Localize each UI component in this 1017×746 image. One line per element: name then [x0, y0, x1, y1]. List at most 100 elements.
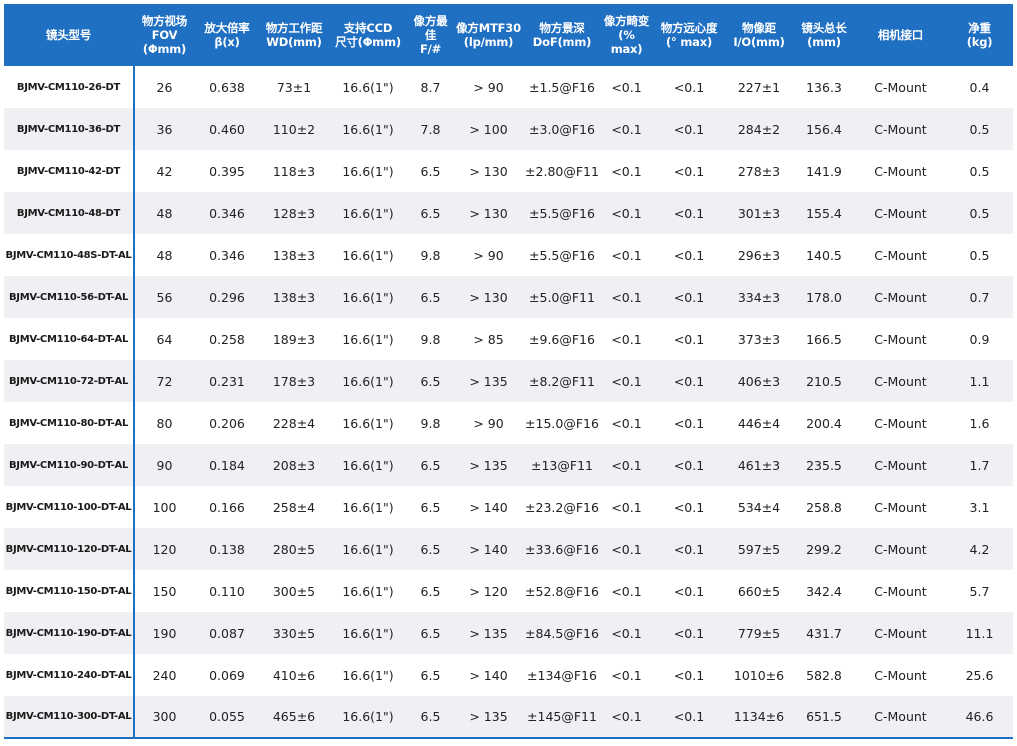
- weight-cell: 0.5: [946, 192, 1013, 234]
- io-distance-cell: 406±3: [725, 360, 793, 402]
- magnification-cell: 0.395: [194, 150, 260, 192]
- lens-length-cell: 582.8: [793, 654, 855, 696]
- col-header-weight: 净重 (kg): [946, 4, 1013, 66]
- mtf30-cell: > 90: [453, 402, 524, 444]
- weight-cell: 0.9: [946, 318, 1013, 360]
- working-distance-cell: 178±3: [260, 360, 328, 402]
- ccd-size-cell: 16.6(1"): [328, 570, 408, 612]
- telecentricity-cell: <0.1: [653, 696, 725, 739]
- fov-cell: 90: [134, 444, 194, 486]
- mtf30-cell: > 140: [453, 654, 524, 696]
- col-header-telecentricity: 物方远心度 (° max): [653, 4, 725, 66]
- io-distance-cell: 301±3: [725, 192, 793, 234]
- camera-mount-cell: C-Mount: [855, 654, 946, 696]
- io-distance-cell: 284±2: [725, 108, 793, 150]
- mtf30-cell: > 90: [453, 66, 524, 108]
- working-distance-cell: 138±3: [260, 234, 328, 276]
- table-row: BJMV-CM110-80-DT-AL 80 0.206 228±4 16.6(1") 9…: [4, 402, 1013, 444]
- f-number-cell: 7.8: [408, 108, 453, 150]
- mtf30-cell: > 100: [453, 108, 524, 150]
- magnification-cell: 0.258: [194, 318, 260, 360]
- distortion-cell: <0.1: [600, 486, 653, 528]
- working-distance-cell: 228±4: [260, 402, 328, 444]
- working-distance-cell: 138±3: [260, 276, 328, 318]
- weight-cell: 11.1: [946, 612, 1013, 654]
- magnification-cell: 0.638: [194, 66, 260, 108]
- io-distance-cell: 534±4: [725, 486, 793, 528]
- fov-cell: 36: [134, 108, 194, 150]
- camera-mount-cell: C-Mount: [855, 66, 946, 108]
- magnification-cell: 0.087: [194, 612, 260, 654]
- lens-length-cell: 299.2: [793, 528, 855, 570]
- working-distance-cell: 110±2: [260, 108, 328, 150]
- dof-cell: ±52.8@F16: [524, 570, 600, 612]
- camera-mount-cell: C-Mount: [855, 570, 946, 612]
- working-distance-cell: 300±5: [260, 570, 328, 612]
- working-distance-cell: 258±4: [260, 486, 328, 528]
- io-distance-cell: 779±5: [725, 612, 793, 654]
- magnification-cell: 0.296: [194, 276, 260, 318]
- table-row: BJMV-CM110-64-DT-AL 64 0.258 189±3 16.6(1") 9…: [4, 318, 1013, 360]
- ccd-size-cell: 16.6(1"): [328, 318, 408, 360]
- mtf30-cell: > 140: [453, 528, 524, 570]
- dof-cell: ±23.2@F16: [524, 486, 600, 528]
- dof-cell: ±5.5@F16: [524, 192, 600, 234]
- lens-spec-table: 镜头型号 物方视场 FOV (Φmm) 放大倍率 β(x) 物方工作距 WD(m…: [4, 4, 1013, 739]
- f-number-cell: 8.7: [408, 66, 453, 108]
- mtf30-cell: > 85: [453, 318, 524, 360]
- table-row: BJMV-CM110-300-DT-AL 300 0.055 465±6 16.6(1"…: [4, 696, 1013, 739]
- working-distance-cell: 280±5: [260, 528, 328, 570]
- magnification-cell: 0.231: [194, 360, 260, 402]
- dof-cell: ±15.0@F16: [524, 402, 600, 444]
- distortion-cell: <0.1: [600, 612, 653, 654]
- table-header: 镜头型号 物方视场 FOV (Φmm) 放大倍率 β(x) 物方工作距 WD(m…: [4, 4, 1013, 66]
- table-row: BJMV-CM110-42-DT 42 0.395 118±3 16.6(1") 6.5 >…: [4, 150, 1013, 192]
- distortion-cell: <0.1: [600, 318, 653, 360]
- mtf30-cell: > 120: [453, 570, 524, 612]
- magnification-cell: 0.206: [194, 402, 260, 444]
- model-cell: BJMV-CM110-80-DT-AL: [4, 402, 135, 444]
- mtf30-cell: > 130: [453, 150, 524, 192]
- magnification-cell: 0.346: [194, 192, 260, 234]
- working-distance-cell: 410±6: [260, 654, 328, 696]
- weight-cell: 0.4: [946, 66, 1013, 108]
- io-distance-cell: 446±4: [725, 402, 793, 444]
- ccd-size-cell: 16.6(1"): [328, 444, 408, 486]
- camera-mount-cell: C-Mount: [855, 444, 946, 486]
- fov-cell: 42: [134, 150, 194, 192]
- table-row: BJMV-CM110-56-DT-AL 56 0.296 138±3 16.6(1") 6…: [4, 276, 1013, 318]
- fov-cell: 190: [134, 612, 194, 654]
- weight-cell: 1.7: [946, 444, 1013, 486]
- magnification-cell: 0.069: [194, 654, 260, 696]
- fov-cell: 48: [134, 234, 194, 276]
- camera-mount-cell: C-Mount: [855, 318, 946, 360]
- f-number-cell: 6.5: [408, 528, 453, 570]
- mtf30-cell: > 130: [453, 276, 524, 318]
- magnification-cell: 0.460: [194, 108, 260, 150]
- lens-length-cell: 140.5: [793, 234, 855, 276]
- model-cell: BJMV-CM110-300-DT-AL: [4, 696, 135, 739]
- f-number-cell: 6.5: [408, 444, 453, 486]
- working-distance-cell: 465±6: [260, 696, 328, 739]
- working-distance-cell: 73±1: [260, 66, 328, 108]
- distortion-cell: <0.1: [600, 402, 653, 444]
- telecentricity-cell: <0.1: [653, 276, 725, 318]
- col-header-magnification: 放大倍率 β(x): [194, 4, 260, 66]
- camera-mount-cell: C-Mount: [855, 192, 946, 234]
- camera-mount-cell: C-Mount: [855, 696, 946, 739]
- telecentricity-cell: <0.1: [653, 108, 725, 150]
- dof-cell: ±9.6@F16: [524, 318, 600, 360]
- model-cell: BJMV-CM110-48S-DT-AL: [4, 234, 135, 276]
- distortion-cell: <0.1: [600, 108, 653, 150]
- camera-mount-cell: C-Mount: [855, 360, 946, 402]
- dof-cell: ±5.0@F11: [524, 276, 600, 318]
- table-row: BJMV-CM110-36-DT 36 0.460 110±2 16.6(1") 7.8 >…: [4, 108, 1013, 150]
- distortion-cell: <0.1: [600, 276, 653, 318]
- ccd-size-cell: 16.6(1"): [328, 696, 408, 739]
- ccd-size-cell: 16.6(1"): [328, 528, 408, 570]
- io-distance-cell: 373±3: [725, 318, 793, 360]
- lens-length-cell: 141.9: [793, 150, 855, 192]
- io-distance-cell: 334±3: [725, 276, 793, 318]
- distortion-cell: <0.1: [600, 234, 653, 276]
- telecentricity-cell: <0.1: [653, 402, 725, 444]
